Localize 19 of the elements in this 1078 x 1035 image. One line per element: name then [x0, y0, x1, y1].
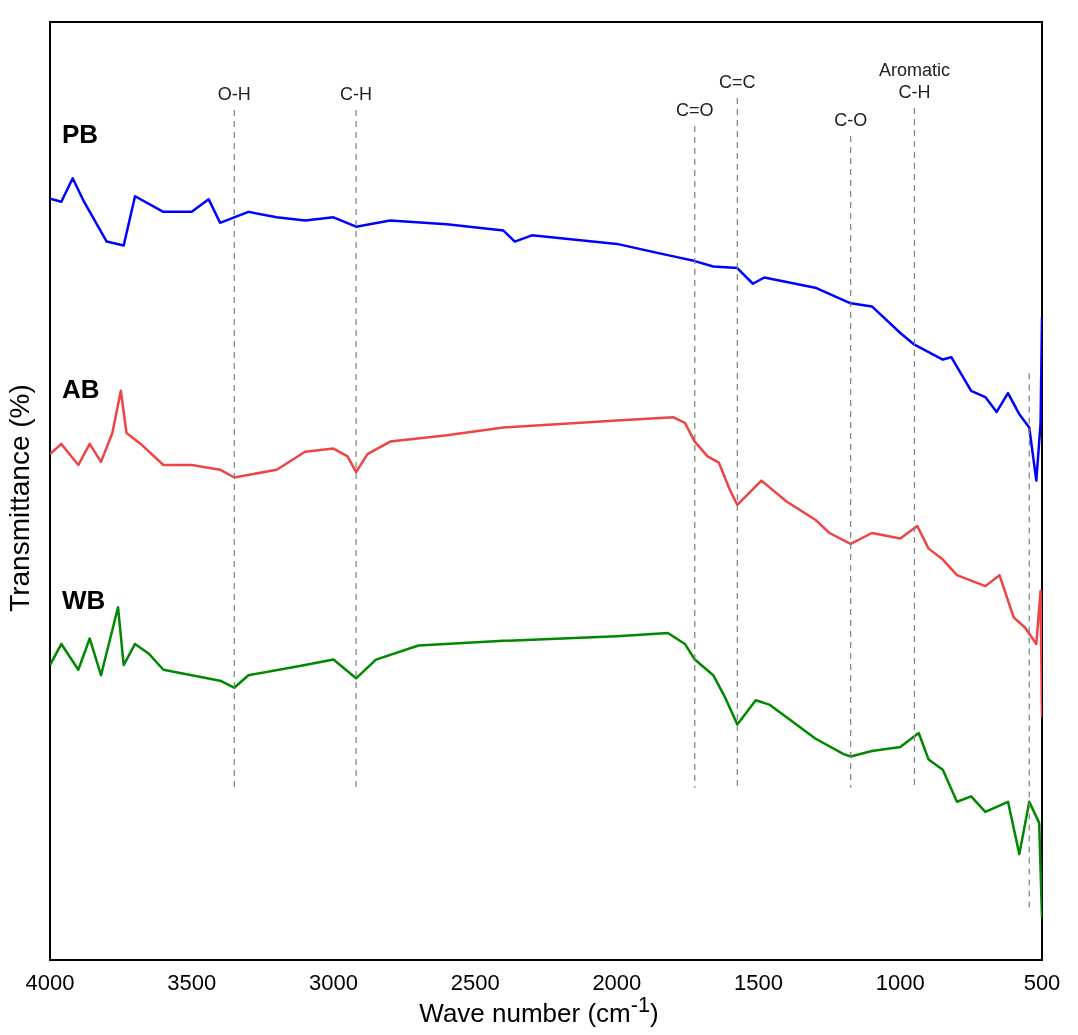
x-tick-label: 4000: [25, 969, 75, 995]
ref-line-label: C-H: [340, 83, 373, 104]
series-label: AB: [62, 374, 100, 405]
x-tick-label: 2000: [592, 969, 642, 995]
ref-line-label: O-H: [217, 83, 251, 104]
ref-line-label: Aromatic C-H: [878, 59, 950, 102]
y-axis-title: Transmittance (%): [4, 383, 36, 614]
x-axis-title: Wave number (cm$^{-1}$): [419, 992, 659, 1028]
series-label: WB: [62, 585, 106, 616]
x-tick-label: 1000: [875, 969, 925, 995]
ref-line-label: C=C: [719, 71, 756, 92]
ref-line-label: C=O: [676, 99, 714, 120]
x-tick-label: 1500: [734, 969, 784, 995]
x-tick-label: 500: [1023, 969, 1061, 995]
ref-line-label: C-O: [834, 109, 868, 130]
x-tick-label: 2500: [450, 969, 500, 995]
x-tick-label: 3000: [308, 969, 358, 995]
series-label: PB: [62, 118, 99, 149]
x-tick-label: 3500: [167, 969, 217, 995]
